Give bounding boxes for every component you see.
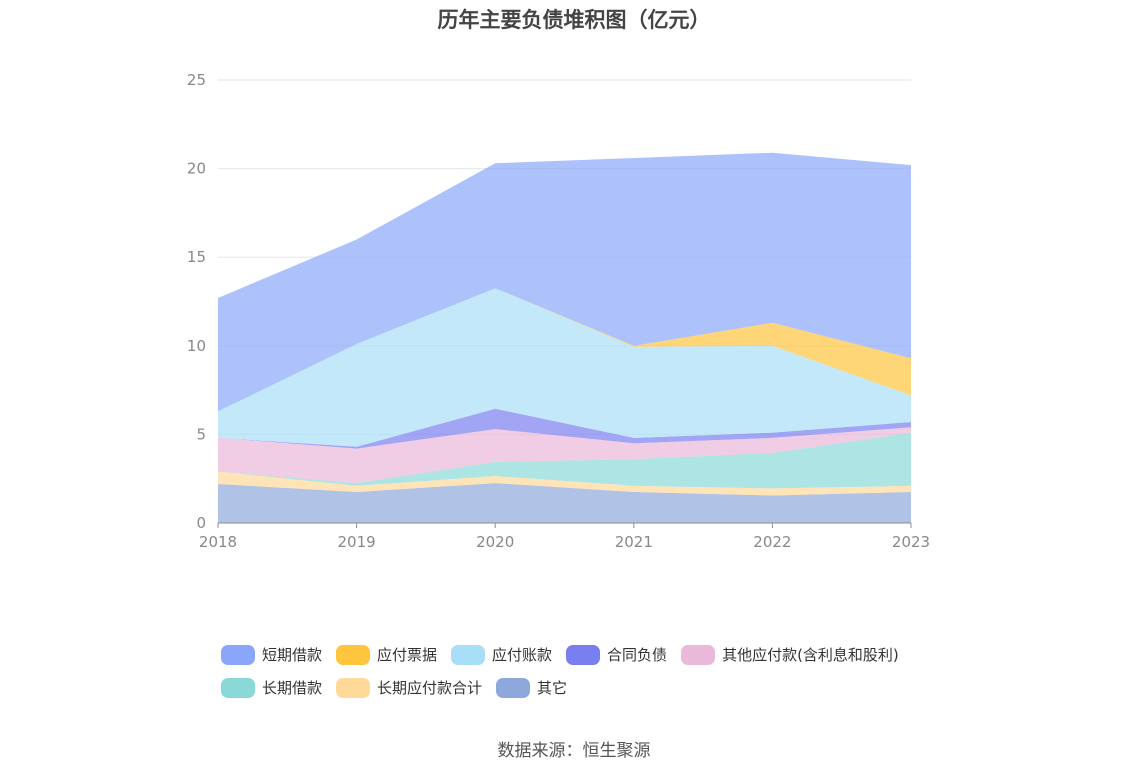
x-tick-label: 2022 <box>753 533 791 551</box>
x-tick-label: 2018 <box>199 533 237 551</box>
legend-item[interactable]: 应付账款 <box>451 644 552 665</box>
area-series-3[interactable] <box>218 427 911 484</box>
legend-swatch <box>681 644 716 665</box>
legend-swatch <box>336 644 371 665</box>
y-tick-label: 20 <box>187 160 206 178</box>
chart-title: 历年主要负债堆积图（亿元） <box>437 8 711 32</box>
x-tick-label: 2019 <box>338 533 376 551</box>
y-tick-label: 25 <box>187 71 206 89</box>
y-tick-label: 5 <box>196 425 206 443</box>
source-note: 数据来源：恒生聚源 <box>497 741 651 761</box>
axes: 0 5 10 15 20 25 2018 2019 2020 2021 2022 2023 <box>187 71 930 551</box>
area-series-5[interactable] <box>218 288 911 447</box>
y-tick-label: 10 <box>187 337 206 355</box>
legend-swatch <box>496 677 531 698</box>
legend-label: 合同负债 <box>607 646 668 664</box>
x-tick-label: 2021 <box>615 533 653 551</box>
area-series-7[interactable] <box>218 152 911 412</box>
legend-label: 短期借款 <box>262 646 323 664</box>
legend-label: 应付账款 <box>492 646 553 664</box>
legend-item[interactable]: 短期借款 <box>221 644 322 665</box>
legend-row: 短期借款 应付票据 应付账款 合同负债 其他应付款(含利息和股利) <box>221 638 981 671</box>
legend-label: 长期应付款合计 <box>377 679 483 697</box>
x-tick-label: 2020 <box>476 533 514 551</box>
legend-swatch <box>336 677 371 698</box>
legend-swatch <box>451 644 486 665</box>
legend-item[interactable]: 其他应付款(含利息和股利) <box>681 644 899 665</box>
x-tick-label: 2023 <box>892 533 930 551</box>
area-series-layer <box>218 152 911 523</box>
legend-item[interactable]: 合同负债 <box>566 644 667 665</box>
legend-row: 长期借款 长期应付款合计 其它 <box>221 671 981 704</box>
legend: 短期借款 应付票据 应付账款 合同负债 其他应付款(含利息和股利) 长期借款 长期应付款合计… <box>221 638 981 704</box>
legend-label: 应付票据 <box>377 646 438 664</box>
legend-label: 长期借款 <box>262 679 323 697</box>
legend-item[interactable]: 应付票据 <box>336 644 437 665</box>
legend-swatch <box>221 677 255 698</box>
y-tick-label: 15 <box>187 248 206 266</box>
area-series-4[interactable] <box>218 408 911 449</box>
legend-swatch <box>566 644 601 665</box>
area-series-2[interactable] <box>218 432 911 489</box>
legend-label: 其它 <box>537 679 568 697</box>
legend-item[interactable]: 长期借款 <box>221 677 322 698</box>
area-series-1[interactable] <box>218 471 911 496</box>
stacked-area-chart: 0 5 10 15 20 25 2018 2019 2020 2021 2022 2023 <box>187 71 930 551</box>
legend-swatch <box>221 644 255 665</box>
y-tick-label: 0 <box>196 514 206 532</box>
area-series-0[interactable] <box>218 483 911 523</box>
legend-label: 其他应付款(含利息和股利) <box>722 646 899 664</box>
legend-item[interactable]: 其它 <box>496 677 567 698</box>
legend-item[interactable]: 长期应付款合计 <box>336 677 482 698</box>
